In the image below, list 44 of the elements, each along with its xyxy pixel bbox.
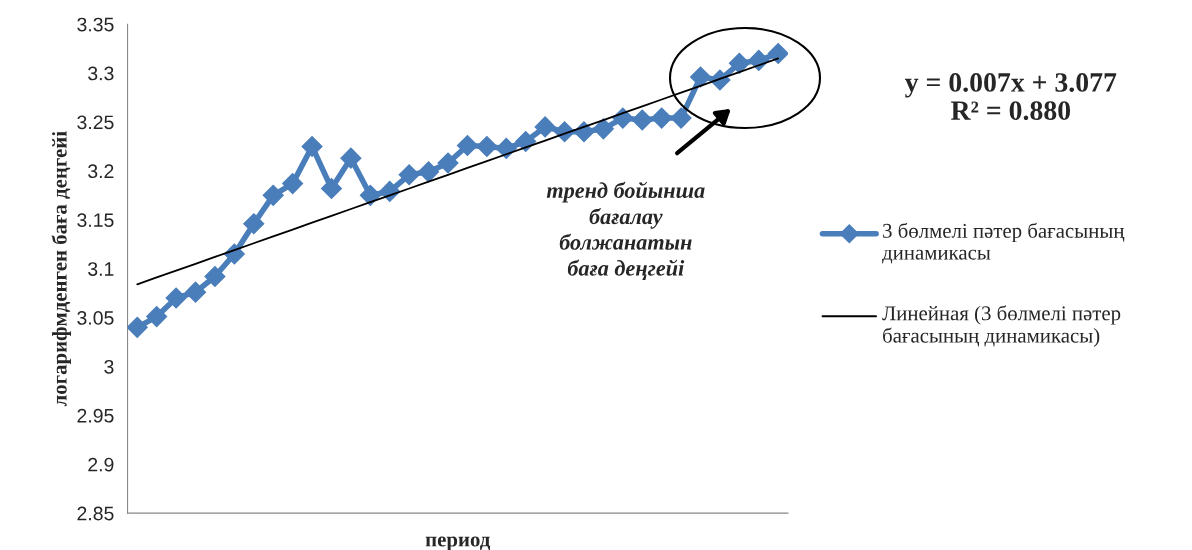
y-tick-label: 3.35 [77, 17, 114, 32]
y-tick-label: 3.1 [88, 262, 114, 276]
x-axis-title: период [425, 536, 491, 550]
point [146, 306, 168, 328]
point [320, 177, 342, 200]
y-tick-label: 2.9 [88, 457, 114, 472]
y-tick-label: 3.15 [77, 213, 114, 228]
legend-label: 3 бөлмелі пәтер бағасының динамикасы [882, 222, 1125, 264]
point [689, 66, 712, 88]
point [340, 147, 362, 169]
text: y = 0.007x + 3.077 R² = 0.880 [904, 73, 1117, 121]
point [437, 152, 459, 174]
point [359, 184, 381, 206]
point [631, 109, 653, 131]
point [418, 161, 440, 183]
y-tick-label: 3.3 [88, 66, 114, 81]
point [165, 287, 187, 309]
y-tick-label: 2.85 [77, 506, 114, 521]
point [262, 184, 284, 206]
y-tick-label: 3.25 [77, 115, 114, 130]
point [515, 131, 537, 153]
point [767, 43, 788, 65]
point [301, 135, 323, 157]
y-axis-title: логарифмденген баға деңгейі [51, 131, 71, 407]
y-tick-label: 3.2 [88, 164, 114, 179]
point [592, 118, 614, 140]
point [127, 316, 148, 338]
point [476, 135, 498, 157]
point [495, 137, 517, 159]
y-tick-label: 2.95 [77, 408, 114, 423]
point [651, 107, 673, 129]
point [243, 213, 265, 235]
point [204, 265, 226, 288]
point [185, 281, 207, 303]
point [456, 134, 478, 156]
legend-label: Линейная (3 бөлмелі пәтер бағасының динамикасы) [882, 305, 1121, 347]
point [670, 107, 692, 129]
y-tick-label: 3 [104, 359, 114, 374]
point [728, 52, 750, 74]
point [398, 164, 420, 186]
point [282, 173, 304, 195]
point [534, 116, 556, 138]
y-tick-label: 3.05 [77, 311, 114, 325]
annotation: тренд бойынша бағалау болжанатын баға деңгейі [546, 181, 705, 280]
